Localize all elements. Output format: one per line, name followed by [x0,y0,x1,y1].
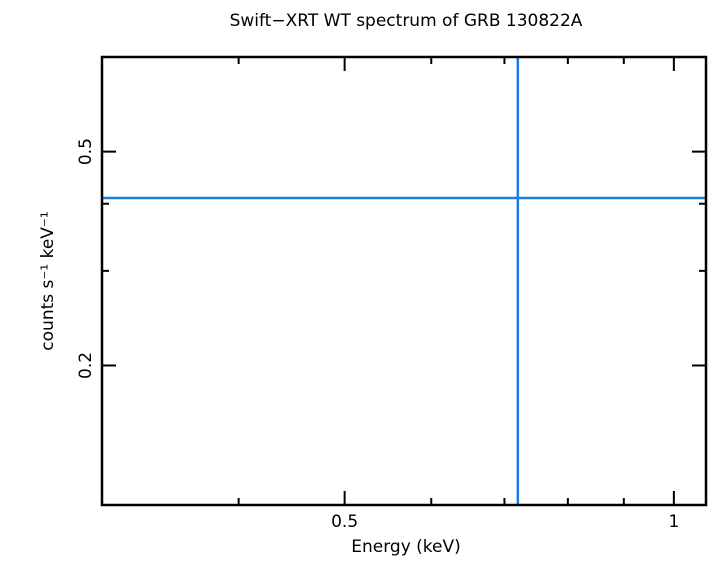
tick-labels: 0.5 1 0.2 0.5 [76,138,679,532]
y-tick-label: 0.5 [76,138,96,165]
x-tick-label: 0.5 [331,512,358,532]
chart-title: Swift−XRT WT spectrum of GRB 130822A [230,11,583,31]
x-axis-label: Energy (keV) [351,537,461,556]
axis-ticks [101,57,706,505]
plot-frame [100,55,708,507]
y-axis-label: counts s⁻¹ keV⁻¹ [38,211,58,350]
y-tick-label: 0.2 [76,352,96,379]
x-tick-label: 1 [668,512,679,532]
data-points [102,57,706,505]
